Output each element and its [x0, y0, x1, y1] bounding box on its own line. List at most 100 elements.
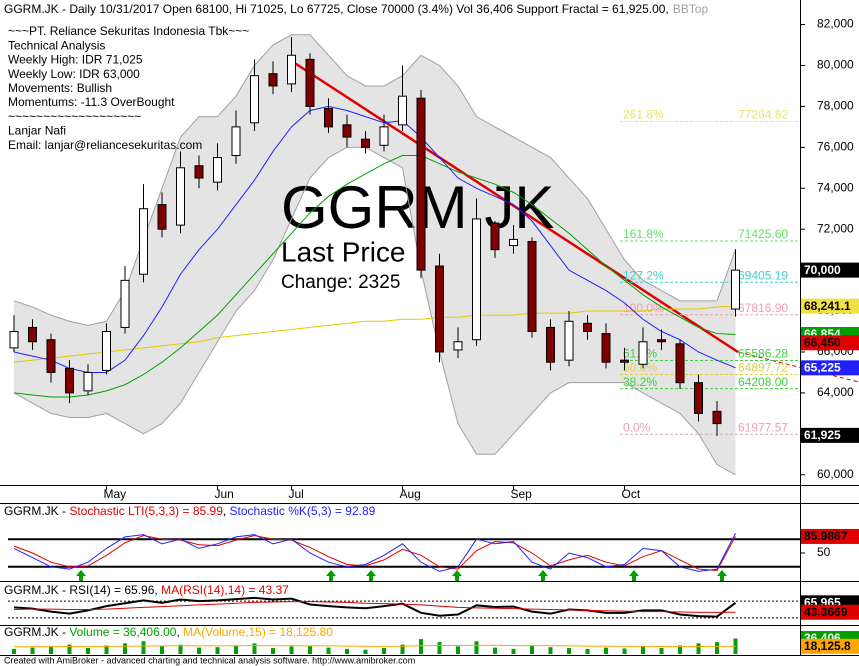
footer: Created with AmiBroker - advanced charti… — [4, 655, 415, 665]
volume-bar — [141, 641, 146, 654]
fib-value: 64208.00 — [738, 375, 788, 389]
candle-body — [416, 97, 426, 271]
candle-body — [657, 339, 666, 343]
volume-bar — [511, 648, 516, 654]
fib-value: 67816.90 — [738, 301, 788, 315]
panel-title: GGRM.JK - Volume = 36,406.00, MA(Volume,… — [4, 625, 333, 639]
legend-entry: RSI(14) = 65.96 — [69, 583, 154, 597]
volume-bar — [604, 647, 608, 654]
x-tick-label: May — [104, 487, 127, 501]
volume-bar — [474, 641, 479, 654]
candle-body — [213, 157, 222, 183]
volume-bar — [49, 646, 53, 654]
trend-line — [289, 58, 739, 354]
candle-body — [490, 222, 500, 251]
legend-entry: MA(Volume,15) = 18,125.80 — [183, 625, 333, 639]
volume-bar — [86, 648, 90, 654]
fib-value: 77264.82 — [738, 108, 788, 122]
candle-body — [435, 265, 444, 353]
fib-label: 0.0% — [623, 420, 651, 434]
legend-entry: Volume = 36,406.00 — [69, 625, 176, 639]
volume-bar — [289, 646, 294, 654]
volume-bar — [30, 647, 35, 654]
volume-bar — [456, 646, 460, 654]
buy-arrows — [76, 570, 727, 581]
candle-body — [139, 208, 148, 275]
volume-bar — [493, 647, 497, 654]
fib-label: 127.2% — [623, 268, 664, 282]
value-marker-box — [801, 262, 859, 278]
y-tick-label: 82,000 — [817, 17, 854, 31]
value-marker-box — [801, 335, 859, 351]
panel-title: GGRM.JK - RSI(14) = 65.96, MA(RSI(14),14… — [4, 583, 289, 597]
value-marker-label: 68,241.1 — [804, 299, 851, 313]
candle-body — [250, 75, 259, 124]
buy-arrow — [538, 570, 548, 581]
volume-bar — [715, 642, 719, 654]
volume-bar — [215, 647, 220, 654]
note-line: Weekly Low: IDR 63,000 — [8, 67, 140, 81]
chart-title-text: GGRM.JK - Daily 10/31/2017 Open 68100, H… — [4, 2, 669, 16]
panel-title-separator: , — [223, 504, 230, 518]
value-marker-label: 65,225 — [804, 361, 841, 375]
value-marker-label: 70,000 — [804, 263, 841, 277]
note-line: Lanjar Nafi — [8, 124, 66, 138]
panel-title-prefix: GGRM.JK - — [4, 504, 69, 518]
candle-body — [675, 343, 685, 384]
buy-arrow — [366, 570, 376, 581]
candle-body — [65, 367, 74, 394]
legend-entry: MA(RSI(14),14) = 43.37 — [161, 583, 289, 597]
candle-body — [46, 339, 56, 373]
volume-average — [13, 644, 736, 648]
candle-body — [583, 322, 592, 333]
volume-bar — [567, 648, 571, 654]
candle-body — [564, 320, 574, 361]
x-tick-label: Aug — [400, 487, 421, 501]
buy-arrow — [452, 570, 462, 581]
watermark: Change: 2325 — [281, 272, 400, 293]
x-tick-label: Jun — [215, 487, 234, 501]
buy-arrow — [717, 570, 727, 581]
fib-label: 261.8% — [623, 108, 664, 122]
volume-bar — [400, 644, 405, 654]
value-marker-label: 66,450 — [804, 335, 841, 349]
volume-bar — [382, 648, 386, 654]
candle-body — [361, 138, 370, 148]
indicator-line — [13, 533, 736, 572]
moving-average — [13, 105, 736, 373]
candle-body — [120, 279, 130, 328]
y-tick-label: 50 — [817, 545, 831, 559]
x-tick-label: Sep — [511, 487, 533, 501]
indicator-line — [13, 596, 737, 618]
buy-arrow — [326, 570, 336, 581]
volume-bar — [641, 646, 645, 654]
candle-body — [28, 326, 37, 343]
buy-arrow — [629, 570, 639, 581]
volume-bar — [419, 639, 423, 654]
chart-title-suffix: BBTop — [673, 2, 709, 16]
candle-body — [83, 371, 93, 392]
y-tick-label: 78,000 — [817, 99, 854, 113]
volume-bar — [197, 647, 201, 654]
panel-title-prefix: GGRM.JK - — [4, 583, 69, 597]
panel-title: GGRM.JK - Stochastic LTI(5,3,3) = 85.99,… — [4, 504, 376, 518]
band-upper — [13, 34, 736, 326]
legend-entry: Stochastic %K(5,3) = 92.89 — [230, 504, 376, 518]
candle-body — [342, 124, 352, 138]
panel-title-separator: , — [154, 583, 161, 597]
fib-value: 71425.60 — [738, 227, 788, 241]
volume-bar — [345, 648, 349, 654]
candle-body — [472, 218, 481, 341]
moving-average — [13, 155, 736, 398]
fib-value: 65586.28 — [738, 347, 788, 361]
volume-bar — [178, 644, 183, 654]
panel-title-prefix: GGRM.JK - — [4, 625, 69, 639]
watermark: Last Price — [281, 236, 406, 267]
candle-body — [398, 95, 407, 126]
candle-body — [379, 126, 389, 146]
candle-body — [305, 58, 315, 107]
volume-bar — [326, 647, 331, 654]
fib-label: 50.0% — [623, 361, 657, 375]
